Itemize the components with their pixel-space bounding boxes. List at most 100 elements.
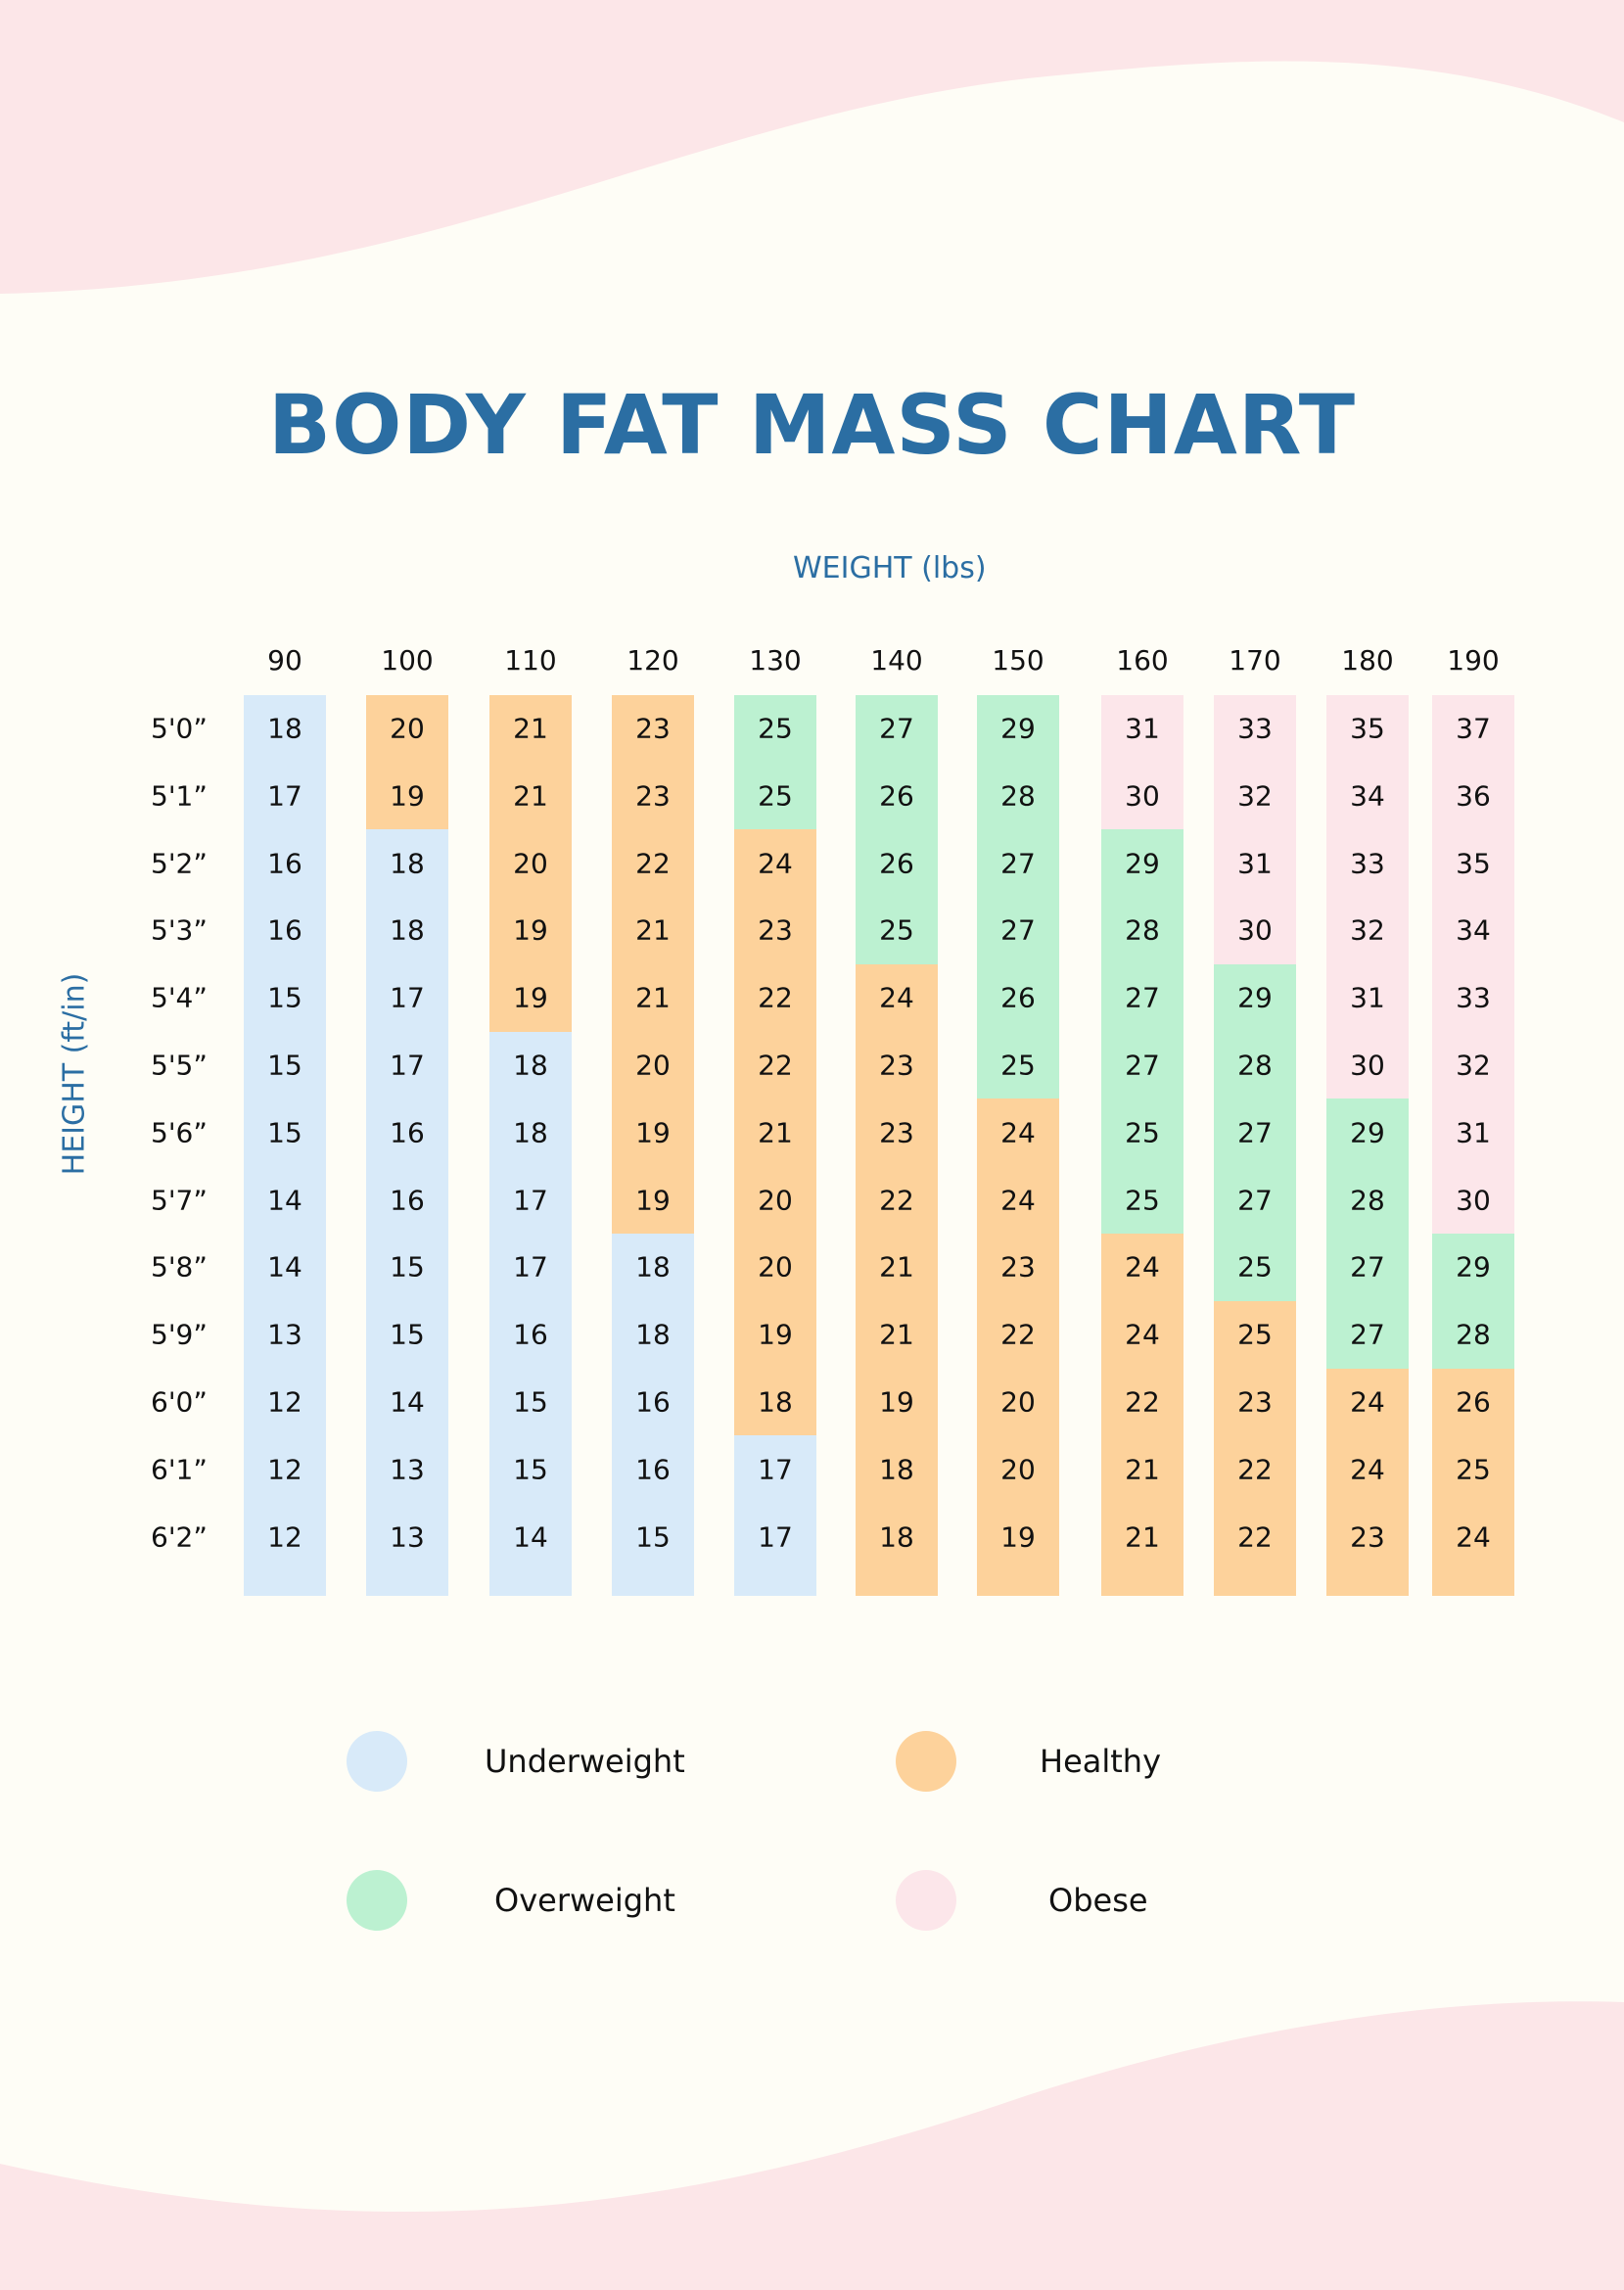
cell-value: 20 bbox=[1000, 1453, 1036, 1486]
cell-bg bbox=[856, 1098, 938, 1167]
cell-value: 16 bbox=[635, 1385, 671, 1419]
cell-bg bbox=[1214, 829, 1296, 898]
cell-bg bbox=[1326, 1300, 1409, 1370]
cell-bg bbox=[1101, 762, 1183, 830]
cell-value: 26 bbox=[1456, 1385, 1491, 1419]
cell-value: 19 bbox=[513, 981, 548, 1014]
cell-value: 24 bbox=[1000, 1184, 1036, 1217]
cell-bg bbox=[1101, 1234, 1183, 1302]
cell-value: 17 bbox=[758, 1453, 793, 1486]
cell-value: 24 bbox=[758, 847, 793, 880]
cell-value: 22 bbox=[1125, 1385, 1160, 1419]
cell-value: 25 bbox=[758, 779, 793, 813]
cell-bg bbox=[489, 1031, 572, 1099]
cell-bg bbox=[1326, 1368, 1409, 1436]
cell-bg bbox=[366, 1166, 448, 1235]
cell-bg bbox=[734, 1098, 816, 1167]
cell-bg bbox=[856, 1368, 938, 1436]
cell-bg bbox=[1214, 1503, 1296, 1597]
cell-bg bbox=[1101, 963, 1183, 1033]
cell-bg bbox=[612, 1503, 694, 1597]
cell-bg bbox=[977, 695, 1059, 763]
cell-value: 18 bbox=[758, 1385, 793, 1419]
cell-bg bbox=[244, 1234, 326, 1302]
cell-bg bbox=[366, 1234, 448, 1302]
cell-value: 24 bbox=[1350, 1453, 1385, 1486]
cell-bg bbox=[244, 1435, 326, 1504]
cell-value: 35 bbox=[1456, 847, 1491, 880]
cell-bg bbox=[489, 1368, 572, 1436]
cell-value: 19 bbox=[390, 779, 425, 813]
weight-column bbox=[612, 695, 694, 1597]
cell-bg bbox=[1432, 1368, 1514, 1436]
row-label: 6'2” bbox=[151, 1520, 208, 1554]
column-header: 120 bbox=[626, 644, 679, 677]
legend-label-overweight: Overweight bbox=[494, 1882, 675, 1919]
cell-bg bbox=[1432, 897, 1514, 965]
cell-bg bbox=[734, 1166, 816, 1235]
cell-bg bbox=[1214, 1031, 1296, 1099]
cell-value: 14 bbox=[390, 1385, 425, 1419]
cell-bg bbox=[244, 1031, 326, 1099]
cell-bg bbox=[612, 1098, 694, 1167]
cell-value: 27 bbox=[1237, 1116, 1273, 1149]
cell-value: 27 bbox=[1125, 1049, 1160, 1082]
cell-bg bbox=[366, 829, 448, 898]
row-label: 5'4” bbox=[151, 981, 208, 1014]
weight-column bbox=[489, 695, 572, 1597]
cell-bg bbox=[856, 762, 938, 830]
cell-value: 18 bbox=[879, 1453, 914, 1486]
cell-value: 28 bbox=[1237, 1049, 1273, 1082]
x-axis-label: WEIGHT (lbs) bbox=[793, 551, 987, 585]
row-label: 5'5” bbox=[151, 1049, 208, 1082]
cell-value: 29 bbox=[1125, 847, 1160, 880]
cell-value: 23 bbox=[1000, 1250, 1036, 1284]
column-header: 150 bbox=[992, 644, 1044, 677]
cell-bg bbox=[1326, 695, 1409, 763]
cell-value: 28 bbox=[1456, 1318, 1491, 1351]
cell-value: 18 bbox=[513, 1116, 548, 1149]
cell-bg bbox=[1432, 1435, 1514, 1504]
cell-value: 37 bbox=[1456, 712, 1491, 745]
cell-value: 21 bbox=[635, 913, 671, 947]
cell-value: 23 bbox=[1350, 1520, 1385, 1554]
cell-bg bbox=[856, 1503, 938, 1597]
cell-bg bbox=[1101, 695, 1183, 763]
column-header: 170 bbox=[1229, 644, 1281, 677]
cell-value: 15 bbox=[513, 1453, 548, 1486]
cell-value: 19 bbox=[513, 913, 548, 947]
cell-bg bbox=[244, 963, 326, 1033]
cell-bg bbox=[489, 1503, 572, 1597]
cell-bg bbox=[612, 1031, 694, 1099]
cell-bg bbox=[1101, 897, 1183, 965]
cell-bg bbox=[977, 1300, 1059, 1370]
column-header: 110 bbox=[504, 644, 557, 677]
cell-bg bbox=[612, 1435, 694, 1504]
cell-bg bbox=[489, 1300, 572, 1370]
cell-value: 12 bbox=[267, 1385, 302, 1419]
cell-value: 12 bbox=[267, 1453, 302, 1486]
cell-bg bbox=[489, 829, 572, 898]
cell-bg bbox=[856, 1300, 938, 1370]
cell-bg bbox=[489, 1234, 572, 1302]
cell-value: 34 bbox=[1350, 779, 1385, 813]
cell-value: 16 bbox=[267, 913, 302, 947]
cell-bg bbox=[489, 695, 572, 763]
cell-value: 18 bbox=[635, 1250, 671, 1284]
row-label: 5'6” bbox=[151, 1116, 208, 1149]
cell-value: 25 bbox=[1125, 1116, 1160, 1149]
cell-bg bbox=[734, 963, 816, 1033]
row-label: 5'2” bbox=[151, 847, 208, 880]
cell-bg bbox=[366, 897, 448, 965]
cell-value: 31 bbox=[1456, 1116, 1491, 1149]
cell-bg bbox=[366, 695, 448, 763]
cell-bg bbox=[856, 829, 938, 898]
cell-bg bbox=[977, 762, 1059, 830]
cell-bg bbox=[977, 1234, 1059, 1302]
cell-bg bbox=[734, 762, 816, 830]
cell-value: 14 bbox=[267, 1184, 302, 1217]
cell-bg bbox=[856, 1435, 938, 1504]
cell-bg bbox=[1101, 1166, 1183, 1235]
cell-bg bbox=[1432, 1031, 1514, 1099]
cell-bg bbox=[1326, 829, 1409, 898]
